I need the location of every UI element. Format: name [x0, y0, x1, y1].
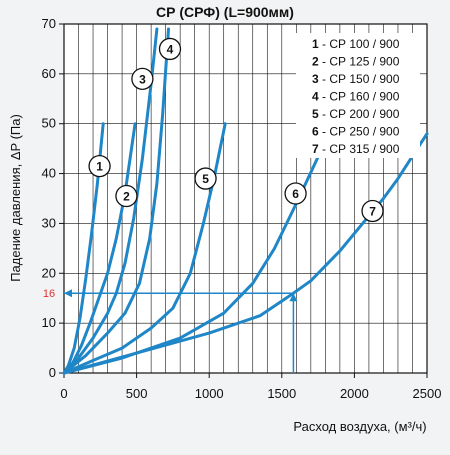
chart-title: СР (СРФ) (L=900мм) — [156, 4, 294, 20]
series-line-3 — [62, 27, 159, 375]
series-badge-7 — [361, 199, 384, 223]
reading-arrowhead-left — [64, 289, 72, 298]
series-line-7 — [62, 132, 429, 375]
legend-entry-text: - СР 100 / 900 — [319, 37, 400, 51]
legend-box — [296, 33, 420, 158]
legend-entry-number: 7 — [312, 142, 319, 156]
series-badge-label-2: 2 — [123, 190, 130, 204]
y-tick-label: 0 — [49, 365, 56, 380]
legend-entry-5: 5 - СР 200 / 900 — [312, 107, 400, 121]
legend-entry-7: 7 - СР 315 / 900 — [312, 142, 400, 156]
series-line-1 — [62, 122, 105, 375]
x-tick-labels: 0 500 1000 1500 2000 2500 — [60, 373, 441, 401]
x-axis-label: Расход воздуха, (м³/ч) — [293, 419, 426, 434]
axes — [63, 23, 428, 374]
y-tick-label: 20 — [42, 265, 56, 280]
legend-entry-text: - СР 150 / 900 — [319, 72, 400, 86]
series-badge-3 — [131, 67, 154, 90]
x-tick-label: 2000 — [340, 386, 369, 401]
series-line-4 — [62, 27, 170, 375]
x-tick-label: 0 — [60, 386, 67, 401]
legend-entry-number: 3 — [312, 72, 319, 86]
series-badge-label-3: 3 — [139, 72, 146, 86]
series-badge-label-4: 4 — [167, 42, 174, 56]
legend-entry-number: 6 — [312, 125, 319, 139]
y-tick-label: 50 — [42, 116, 56, 131]
series-badge-label-1: 1 — [96, 160, 103, 174]
series-badge-label-6: 6 — [292, 187, 299, 201]
series-badges: 1 2 3 4 5 6 7 — [88, 37, 384, 223]
legend-entry-number: 4 — [312, 90, 319, 104]
reading-arrowhead-up — [289, 293, 298, 302]
series-badge-4 — [158, 37, 182, 61]
legend-entry-6: 6 - СР 250 / 900 — [312, 125, 400, 139]
x-tick-label: 1500 — [267, 386, 296, 401]
legend-entry-text: - СР 250 / 900 — [319, 125, 400, 139]
legend-entry-1: 1 - СР 100 / 900 — [312, 37, 400, 51]
y-tick-label: 60 — [42, 66, 56, 81]
x-tick-label: 2500 — [413, 386, 442, 401]
series-line-2 — [62, 122, 137, 375]
series-lines — [62, 27, 429, 375]
reading-label-bg — [34, 285, 62, 302]
legend-entry-2: 2 - СР 125 / 900 — [312, 55, 400, 69]
legend-entry-text: - СР 315 / 900 — [319, 142, 400, 156]
legend-entry-text: - СР 200 / 900 — [319, 107, 400, 121]
reading-value-label: 16 — [43, 288, 55, 300]
y-tick-label: 40 — [42, 166, 56, 181]
series-line-5 — [62, 122, 227, 375]
series-badge-1 — [88, 154, 111, 178]
series-badge-label-5: 5 — [202, 172, 209, 186]
legend-entry-4: 4 - СР 160 / 900 — [312, 90, 400, 104]
series-badge-label-7: 7 — [369, 204, 376, 218]
legend-entry-number: 2 — [312, 55, 319, 69]
legend-entry-number: 1 — [312, 37, 319, 51]
legend-entry-number: 5 — [312, 107, 319, 121]
y-tick-label: 10 — [42, 315, 56, 330]
y-axis-label: Падение давления, ΔP (Па) — [8, 114, 23, 282]
y-tick-label: 70 — [42, 16, 56, 31]
series-badge-2 — [115, 184, 138, 208]
example-reading: 16 — [34, 285, 298, 373]
y-tick-labels: 0 10 20 30 40 50 60 70 — [42, 16, 64, 380]
y-tick-label: 30 — [42, 215, 56, 230]
plot-frame — [63, 23, 428, 374]
legend-entry-text: - СР 125 / 900 — [319, 55, 400, 69]
x-tick-label: 1000 — [195, 386, 224, 401]
legend-entry-3: 3 - СР 150 / 900 — [312, 72, 400, 86]
series-badge-5 — [194, 167, 217, 190]
legend-entry-text: - СР 160 / 900 — [319, 90, 400, 104]
x-tick-label: 500 — [126, 386, 148, 401]
series-badge-6 — [284, 182, 307, 205]
